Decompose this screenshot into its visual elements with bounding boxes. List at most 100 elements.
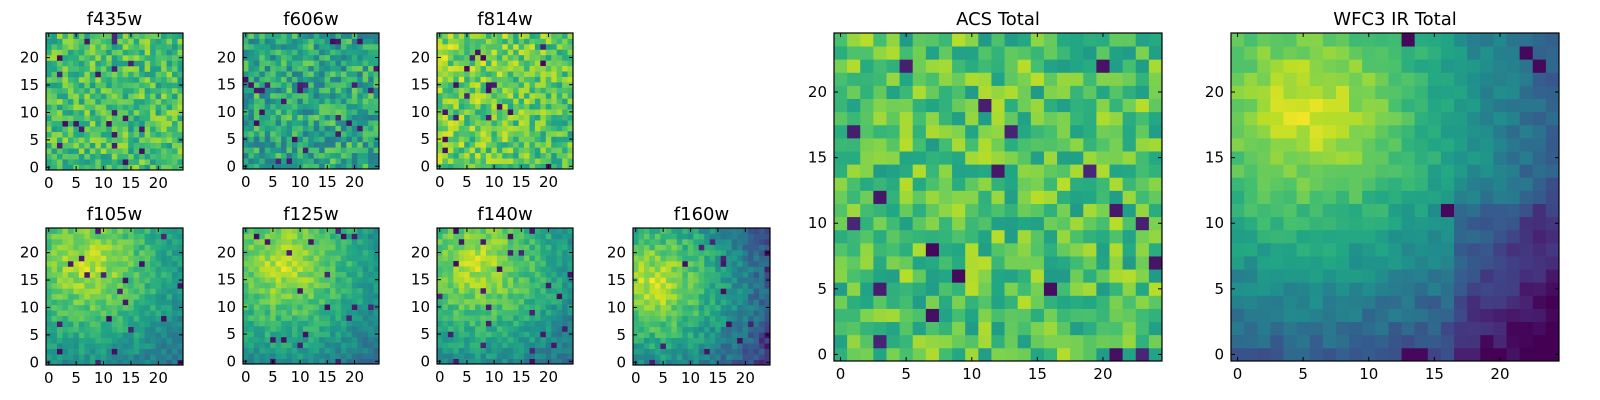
heatmap-cell (324, 141, 331, 148)
heatmap-cell (324, 60, 331, 67)
heatmap-cell (507, 315, 514, 321)
heatmap-cell (281, 38, 287, 45)
heatmap-cell (753, 348, 760, 355)
heatmap-cell (665, 255, 672, 262)
heatmap-cell (166, 255, 173, 262)
heatmap-cell (84, 71, 91, 78)
heatmap-cell (100, 115, 107, 122)
heatmap-cell (562, 282, 568, 289)
heatmap-cell (291, 92, 298, 99)
heatmap-cell (357, 260, 364, 267)
heatmap-cell (84, 288, 91, 295)
heatmap-cell (952, 269, 966, 283)
heatmap-cell (643, 238, 650, 245)
heatmap-cell (286, 158, 293, 164)
heatmap-cell (62, 238, 69, 245)
heatmap-cell (111, 60, 118, 67)
heatmap-cell (437, 244, 443, 251)
heatmap-cell (453, 60, 460, 67)
heatmap-cell (51, 60, 58, 67)
heatmap-cell (660, 299, 667, 306)
heatmap-cell (319, 271, 325, 278)
heatmap-cell (150, 271, 156, 278)
heatmap-cell (161, 288, 167, 295)
heatmap-cell (51, 271, 58, 278)
heatmap-cell (172, 159, 178, 165)
heatmap-cell (150, 71, 156, 78)
heatmap-cell (485, 114, 492, 121)
heatmap-cell (709, 255, 716, 262)
heatmap-cell (518, 298, 525, 305)
heatmap-cell (748, 260, 754, 267)
heatmap-cell (172, 326, 178, 333)
heatmap-cell (89, 249, 96, 256)
heatmap-cell (873, 190, 887, 204)
heatmap-cell (464, 147, 471, 154)
heatmap-cell (1109, 242, 1124, 257)
heatmap-cell (340, 336, 347, 343)
heatmap-cell (111, 71, 118, 78)
heatmap-cell (682, 321, 689, 328)
heatmap-cell (122, 266, 129, 273)
heatmap-cell (518, 49, 525, 56)
heatmap-cell (275, 49, 282, 56)
heatmap-cell (139, 131, 146, 138)
heatmap-cell (286, 81, 293, 88)
heatmap-cell (161, 38, 167, 45)
heatmap-cell (447, 320, 454, 327)
heatmap-cell (253, 304, 260, 310)
heatmap-cell (275, 109, 282, 115)
heatmap-cell (676, 271, 683, 278)
heatmap-cell (540, 293, 547, 300)
heatmap-cell (89, 337, 96, 344)
heatmap-cell (302, 347, 309, 354)
heatmap-cell (335, 287, 342, 294)
heatmap-cell (139, 310, 146, 317)
heatmap-cell (351, 60, 358, 67)
heatmap-cell (1043, 321, 1058, 336)
heatmap-cell (248, 125, 255, 132)
heatmap-cell (122, 148, 129, 154)
heatmap-cell (1083, 282, 1097, 296)
heatmap-cell (447, 141, 454, 148)
heatmap-cell (1043, 256, 1058, 270)
heatmap-cell (155, 277, 162, 284)
heatmap-cell (368, 238, 374, 245)
heatmap-cell (562, 255, 568, 262)
heatmap-cell (524, 238, 530, 245)
heatmap-cell (286, 136, 293, 143)
heatmap-cell (464, 304, 471, 310)
heatmap-cell (177, 310, 184, 317)
heatmap-cell (144, 115, 151, 122)
heatmap-cell (302, 103, 309, 110)
heatmap-cell (737, 315, 743, 322)
heatmap-cell (297, 293, 304, 300)
heatmap-cell (731, 228, 738, 234)
heatmap-cell (502, 353, 509, 359)
axes-frame (242, 32, 380, 170)
heatmap-cell (687, 233, 694, 240)
heatmap-cell (567, 336, 574, 343)
heatmap-cell (346, 260, 353, 267)
heatmap-cell (270, 276, 277, 283)
heatmap-cell (496, 249, 503, 256)
heatmap-cell (491, 347, 498, 354)
heatmap-cell (330, 238, 336, 245)
heatmap-cell (84, 293, 91, 300)
heatmap-cell (1043, 334, 1058, 349)
heatmap-cell (748, 266, 754, 273)
heatmap-cell (502, 266, 509, 272)
heatmap-cell (139, 109, 146, 116)
heatmap-cell (155, 43, 162, 50)
heatmap-cell (161, 337, 167, 344)
heatmap-cell (340, 81, 347, 88)
heatmap-cell (84, 82, 91, 89)
heatmap-cell (952, 321, 966, 336)
heatmap-cell (340, 147, 347, 154)
heatmap-cell (357, 293, 364, 300)
heatmap-cell (302, 353, 309, 359)
heatmap-cell (480, 353, 487, 359)
heatmap-cell (111, 359, 118, 366)
heatmap-cell (319, 152, 325, 159)
heatmap-cell (89, 321, 96, 328)
